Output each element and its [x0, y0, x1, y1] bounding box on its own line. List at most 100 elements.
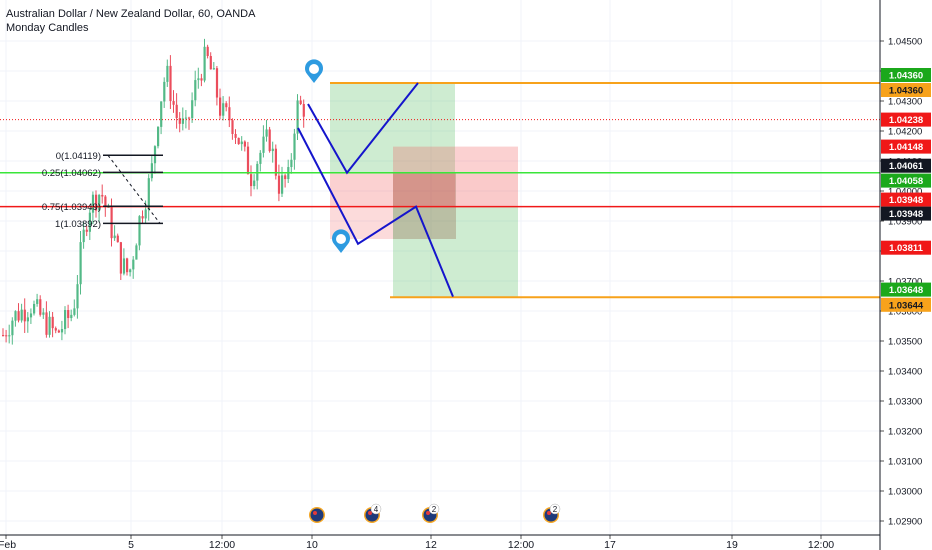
candle-body: [17, 311, 20, 321]
price-badge-green: 1.04360: [881, 68, 931, 82]
candle-body: [29, 313, 33, 318]
candle-body: [157, 126, 160, 147]
short-stop-zone: [393, 146, 518, 173]
candle-body: [250, 174, 253, 187]
event-marker: 2: [543, 503, 561, 523]
long-target-zone: [330, 83, 455, 173]
y-tick-label: 1.03500: [888, 337, 922, 348]
candle-body: [197, 78, 200, 81]
y-tick-label: 1.04000: [888, 187, 922, 198]
candle-body: [203, 46, 206, 81]
candle-body: [98, 194, 101, 211]
event-count-bg: [549, 503, 561, 515]
candle-body: [246, 146, 250, 175]
candle-body: [88, 212, 91, 232]
candle-body: [107, 206, 110, 208]
candle-body: [231, 120, 234, 134]
candle-body: [215, 68, 219, 98]
y-tick-label: 1.03200: [888, 427, 922, 438]
candle-body: [253, 180, 256, 187]
candle-body: [290, 159, 293, 168]
candle-body: [132, 259, 135, 270]
fib-trend-line: [107, 154, 161, 224]
candle-body: [57, 330, 60, 333]
candle-body: [188, 117, 191, 119]
x-tick-label: Feb: [0, 539, 16, 550]
badge-value: 1.04360: [889, 86, 923, 97]
price-badge-red: 1.03948: [881, 192, 931, 207]
candle-body: [36, 299, 39, 304]
badge-value: 1.04058: [889, 176, 923, 187]
candle-body: [163, 81, 166, 102]
candle-body: [73, 308, 76, 315]
flag-icon: [310, 508, 324, 522]
candle-body: [14, 311, 17, 321]
event-count-bg: [370, 503, 382, 515]
pin-center: [336, 234, 346, 244]
candle-body: [95, 194, 98, 211]
candle-body: [299, 100, 302, 105]
buy-pin-marker: [305, 59, 323, 83]
candle-body: [191, 100, 194, 119]
x-tick-label: 12:00: [808, 539, 834, 550]
candle-body: [26, 317, 29, 322]
fibonacci-retracement: 0(1.04119) 0.25(1.04062) 0.75(1.03949) 1(1.…: [42, 151, 163, 230]
sell-pin-marker: [332, 229, 350, 253]
flag-dot-icon: [426, 511, 430, 515]
candle-body: [228, 107, 231, 121]
y-tick-label: 1.04300: [888, 97, 922, 108]
badge-bg: [881, 68, 931, 82]
y-tick-label: 1.04200: [888, 127, 922, 138]
candle-body: [82, 229, 85, 243]
y-tick-label: 1.03600: [888, 307, 922, 318]
candle-body: [67, 310, 70, 319]
candle-body: [262, 136, 265, 153]
candle-body: [116, 235, 119, 243]
event-count: 2: [553, 505, 558, 514]
candle-body: [206, 46, 209, 57]
badge-value: 1.04238: [889, 115, 923, 126]
x-tick-label: 19: [726, 539, 738, 550]
pin-center: [309, 64, 319, 74]
candle-body: [79, 242, 82, 285]
badge-bg: [881, 297, 931, 312]
price-badge-green: 1.03648: [881, 282, 931, 297]
candle-body: [175, 104, 178, 119]
y-tick-label: 1.02900: [888, 517, 922, 528]
y-tick-label: 1.03900: [888, 217, 922, 228]
badge-value: 1.03648: [889, 285, 923, 296]
badge-bg: [881, 192, 931, 207]
x-tick-label: 12:00: [209, 539, 235, 550]
badge-value: 1.03948: [889, 195, 923, 206]
candle-body: [33, 303, 36, 314]
candle-body: [219, 97, 222, 116]
candle-body: [147, 178, 150, 210]
candle-body: [104, 196, 107, 208]
candle-body: [160, 101, 163, 127]
long-stop-zone: [330, 172, 455, 207]
event-marker: [309, 507, 325, 523]
candle-body: [42, 312, 45, 315]
candle-body: [284, 175, 287, 180]
candle-body: [172, 101, 175, 105]
flag-dot-icon: [313, 511, 317, 515]
event-marker: 2: [422, 503, 440, 523]
candle-body: [184, 117, 188, 119]
candle-body: [194, 80, 197, 101]
fib-level-label: 0.25(1.04062): [42, 168, 101, 179]
badge-bg: [881, 83, 931, 97]
candle-body: [274, 148, 277, 176]
badge-bg: [881, 282, 931, 297]
badge-value: 1.03644: [889, 300, 924, 311]
position-zones: [330, 83, 518, 298]
bearish-projection-path: [297, 127, 454, 297]
y-tick-label: 1.03400: [888, 367, 922, 378]
candle-body: [222, 103, 225, 116]
badge-bg: [881, 139, 931, 154]
price-badge-red: 1.04238: [881, 112, 931, 127]
flag-dot-icon: [368, 511, 372, 515]
candle-body: [135, 245, 138, 260]
chart-title: Australian Dollar / New Zealand Dollar, …: [6, 8, 256, 20]
x-tick-label: 12:00: [508, 539, 534, 550]
candle-body: [129, 269, 132, 273]
